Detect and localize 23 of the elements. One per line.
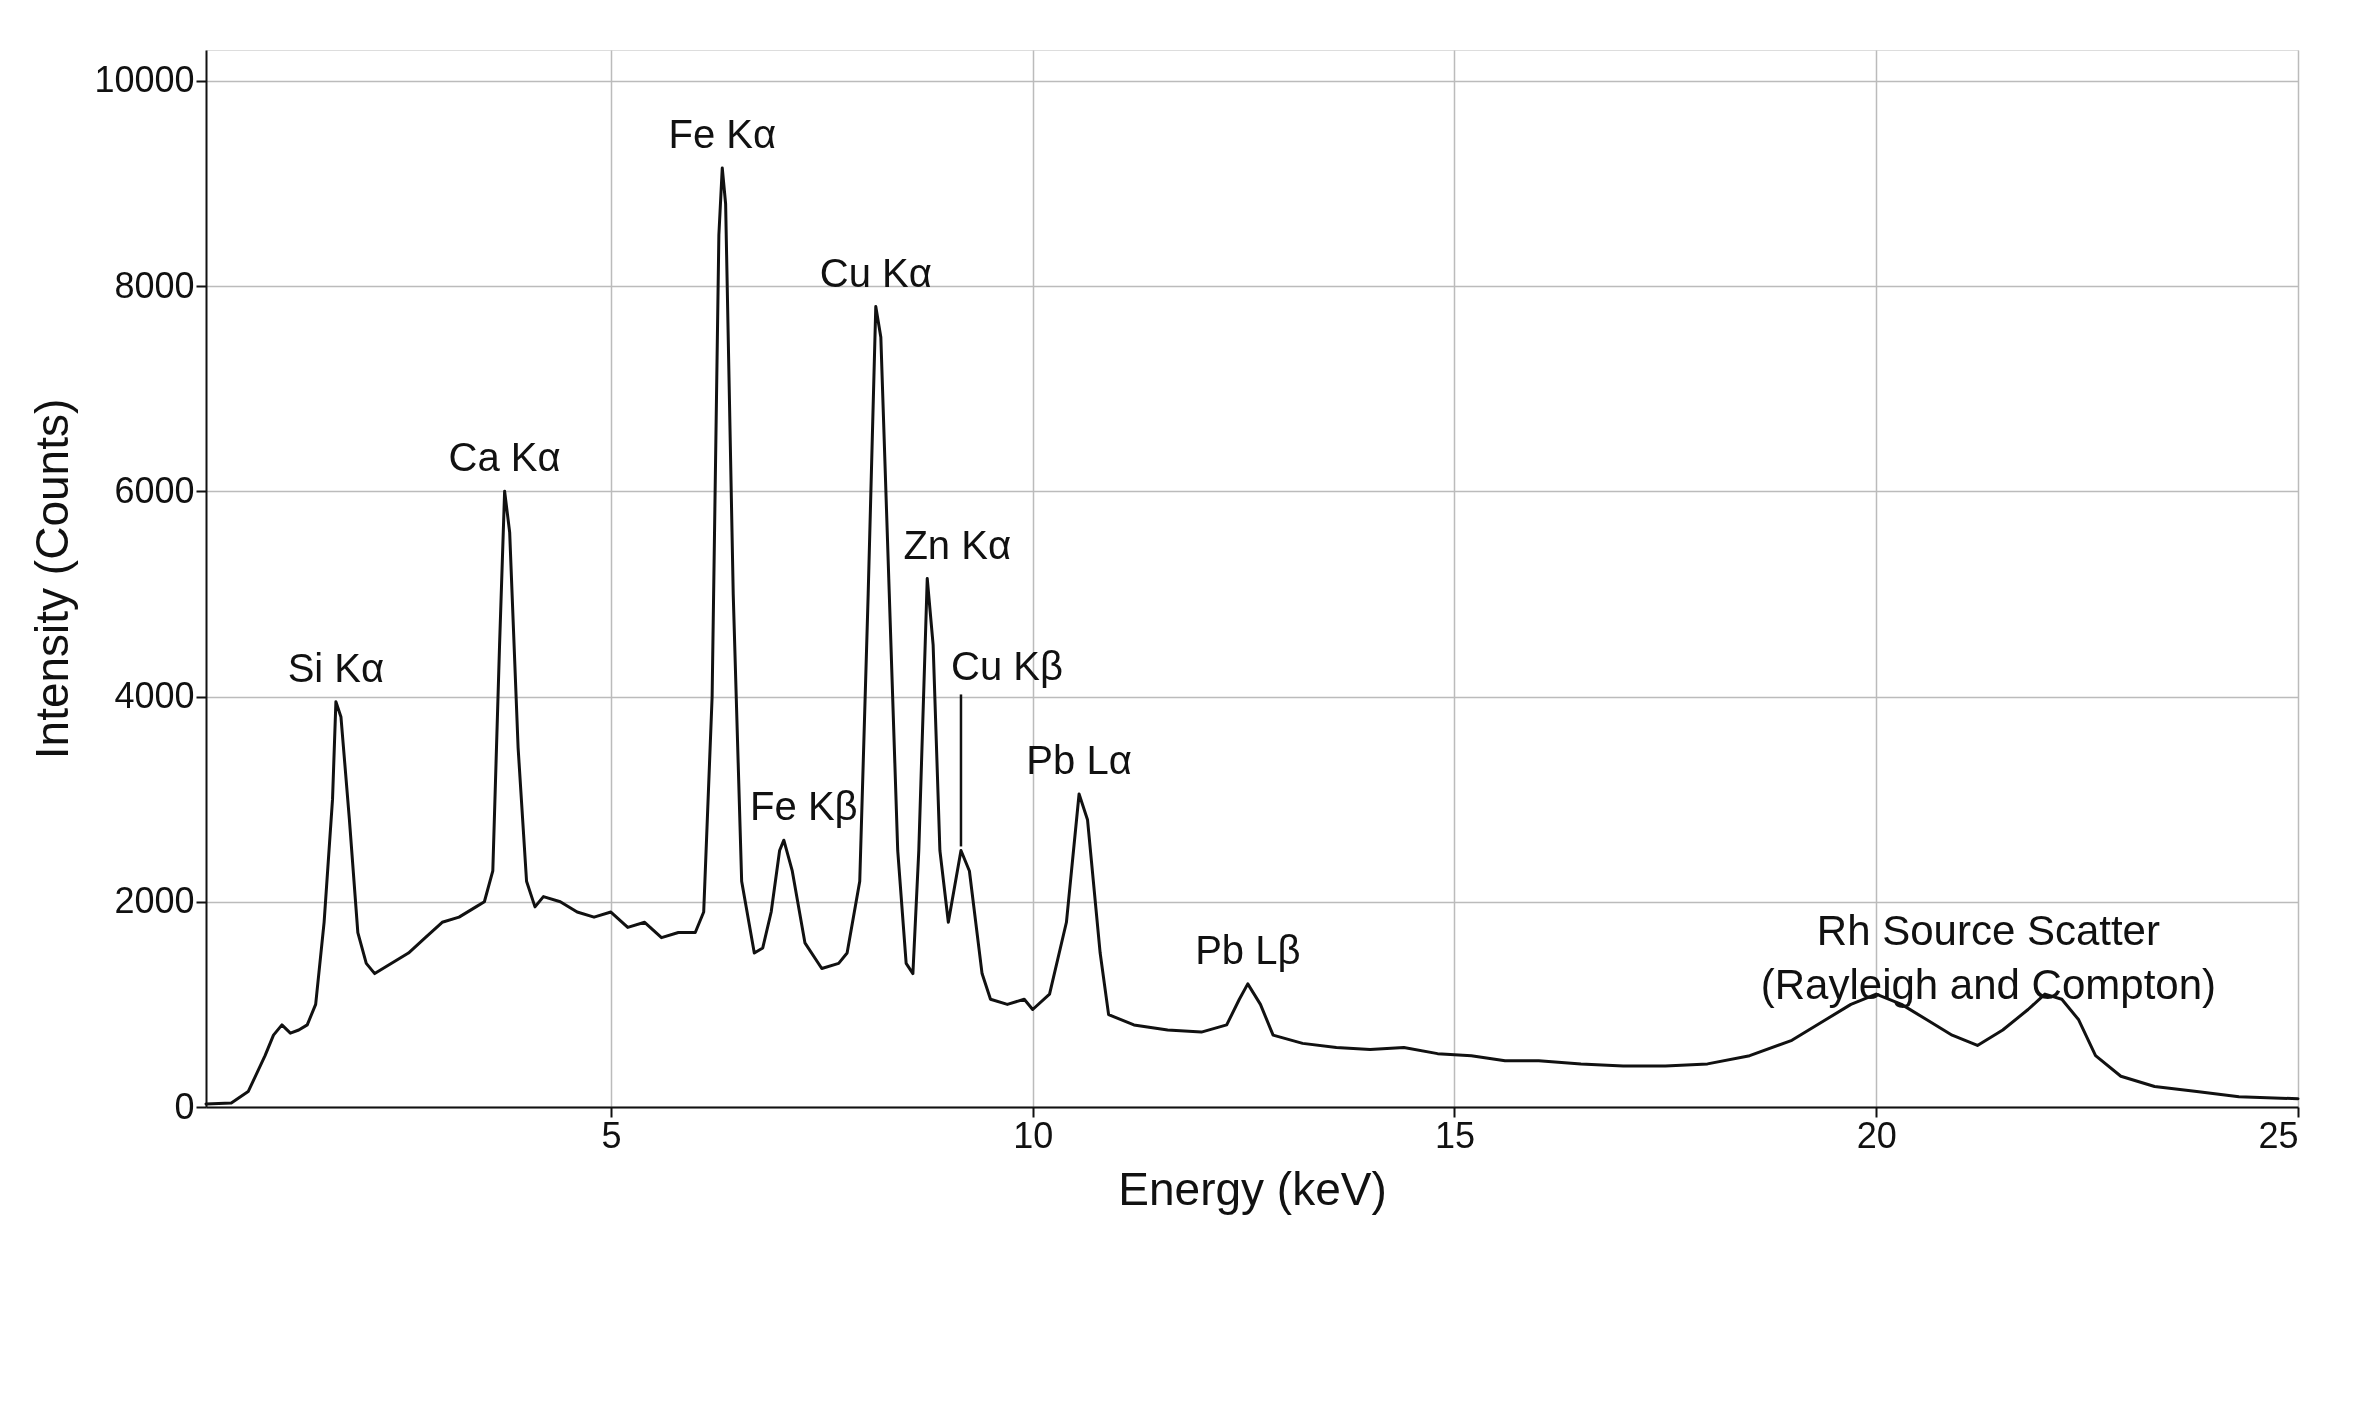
x-axis-title: Energy (keV)	[1118, 1162, 1387, 1215]
y-tick-label: 10000	[94, 59, 195, 101]
annotation: Fe Kα	[668, 112, 777, 157]
annotation: Pb Lα	[1026, 738, 1132, 782]
annotation: Rh Source Scatter (Rayleigh and Compton)	[1760, 906, 2216, 1008]
y-tick-label: 4000	[114, 675, 195, 717]
x-tick-label: 15	[1434, 1114, 1475, 1156]
y-tick-label: 6000	[114, 469, 195, 511]
annotation: Fe Kβ	[750, 784, 858, 829]
y-tick-label: 2000	[114, 880, 195, 922]
y-axis-title: Intensity (Counts)	[26, 398, 79, 760]
annotation: Cu Kα	[819, 250, 932, 295]
y-tick-label: 0	[174, 1085, 195, 1127]
annotation: Cu Kβ	[951, 644, 1063, 689]
y-tick-label: 8000	[114, 264, 195, 306]
x-tick-label: 25	[2258, 1114, 2299, 1156]
x-tick-label: 5	[601, 1114, 622, 1156]
x-tick-label: 10	[1013, 1114, 1054, 1156]
annotation: Pb Lβ	[1195, 927, 1301, 972]
annotation: Zn Kα	[903, 522, 1012, 567]
annotation: Si Kα	[287, 645, 385, 690]
x-tick-label: 20	[1856, 1114, 1897, 1156]
annotation: Ca Kα	[448, 435, 561, 480]
